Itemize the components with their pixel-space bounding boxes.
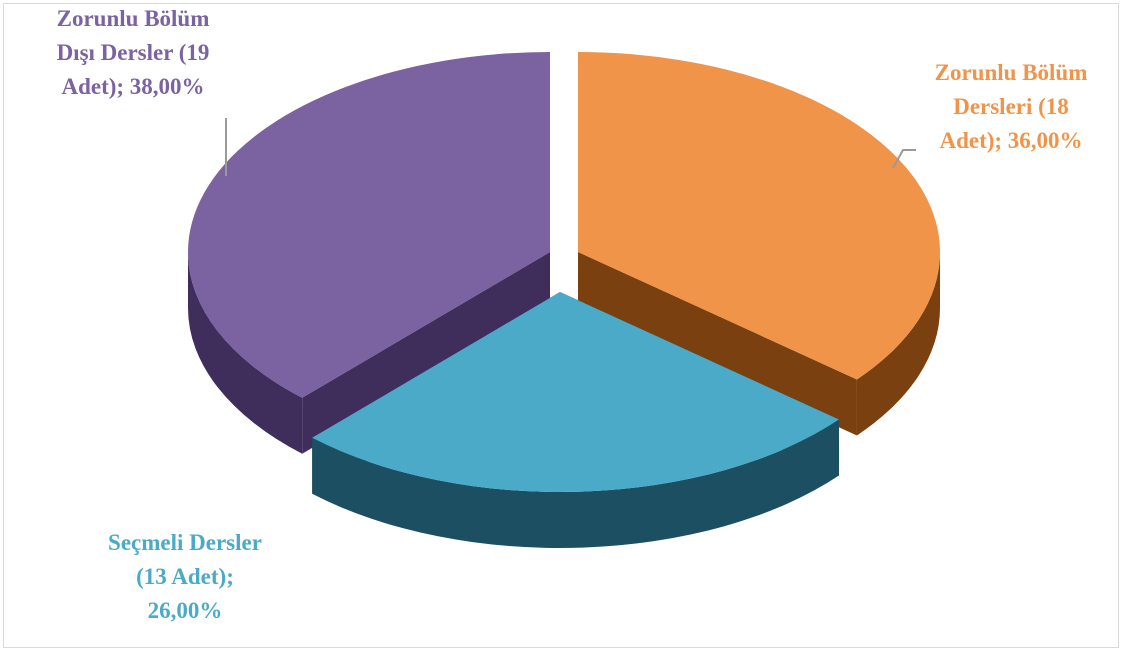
leader-line-zorunlu-bolum [892,149,916,169]
slice-zorunlu-bolum-disi-side-wall [302,252,550,454]
slice-label-zorunlu-bolum-disi: Zorunlu Bölüm Dışı Dersler (19 Adet); 38… [56,6,210,99]
slice-zorunlu-bolum [578,52,940,380]
slice-secmeli [312,292,839,492]
slice-secmeli-rim [312,419,839,548]
slice-zorunlu-bolum-side-wall [578,252,857,436]
slice-zorunlu-bolum-rim [856,252,940,436]
slice-zorunlu-bolum-disi-rim [188,252,303,454]
slice-zorunlu-bolum-disi [188,52,551,398]
slice-label-zorunlu-bolum: Zorunlu Bölüm Dersleri (18 Adet); 36,00% [934,60,1088,153]
slice-label-secmeli: Seçmeli Dersler (13 Adet); 26,00% [108,530,262,623]
